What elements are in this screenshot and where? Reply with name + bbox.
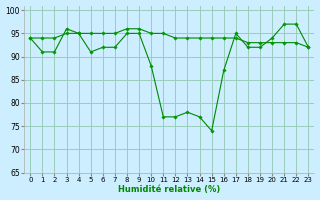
X-axis label: Humidité relative (%): Humidité relative (%) [118,185,220,194]
